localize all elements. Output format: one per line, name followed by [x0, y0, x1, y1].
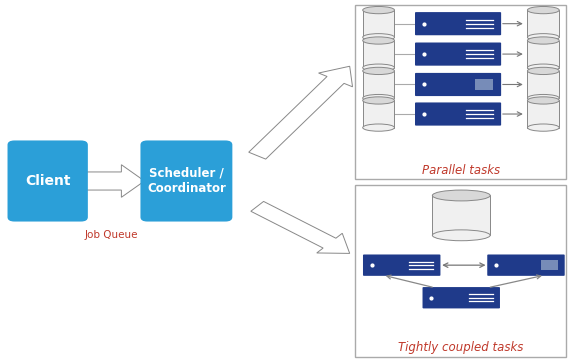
FancyBboxPatch shape [415, 12, 501, 35]
Text: Scheduler /
Coordinator: Scheduler / Coordinator [147, 167, 226, 195]
Bar [527, 71, 559, 98]
Polygon shape [84, 165, 144, 197]
Ellipse shape [363, 97, 394, 104]
Ellipse shape [363, 94, 394, 102]
Bar [475, 79, 493, 90]
Bar [527, 100, 559, 127]
Text: Parallel tasks: Parallel tasks [422, 164, 500, 177]
Ellipse shape [527, 97, 559, 104]
Ellipse shape [527, 7, 559, 14]
Ellipse shape [363, 34, 394, 41]
Ellipse shape [527, 67, 559, 75]
Bar [363, 71, 394, 98]
FancyBboxPatch shape [423, 287, 500, 308]
Bar [363, 100, 394, 127]
Bar [541, 260, 558, 270]
Text: Job Queue: Job Queue [85, 230, 138, 240]
Ellipse shape [527, 64, 559, 71]
Text: Client: Client [25, 174, 71, 188]
Ellipse shape [363, 67, 394, 75]
Ellipse shape [363, 7, 394, 14]
FancyBboxPatch shape [415, 73, 501, 96]
FancyBboxPatch shape [415, 102, 501, 126]
Polygon shape [249, 66, 353, 159]
Ellipse shape [363, 64, 394, 71]
Bar [527, 41, 559, 68]
Text: Tightly coupled tasks: Tightly coupled tasks [398, 341, 524, 354]
Bar [355, 5, 566, 179]
Bar [527, 10, 559, 37]
Ellipse shape [432, 190, 490, 201]
Ellipse shape [527, 37, 559, 44]
Ellipse shape [432, 230, 490, 241]
FancyBboxPatch shape [8, 140, 88, 222]
Bar [363, 41, 394, 68]
Ellipse shape [527, 94, 559, 102]
Bar [355, 185, 566, 357]
Ellipse shape [527, 124, 559, 131]
FancyBboxPatch shape [363, 254, 440, 276]
Ellipse shape [527, 34, 559, 41]
Bar [363, 10, 394, 37]
Ellipse shape [363, 37, 394, 44]
FancyBboxPatch shape [487, 254, 565, 276]
Bar [432, 195, 490, 235]
Ellipse shape [363, 124, 394, 131]
Polygon shape [251, 201, 350, 253]
FancyBboxPatch shape [415, 42, 501, 66]
FancyBboxPatch shape [140, 140, 232, 222]
